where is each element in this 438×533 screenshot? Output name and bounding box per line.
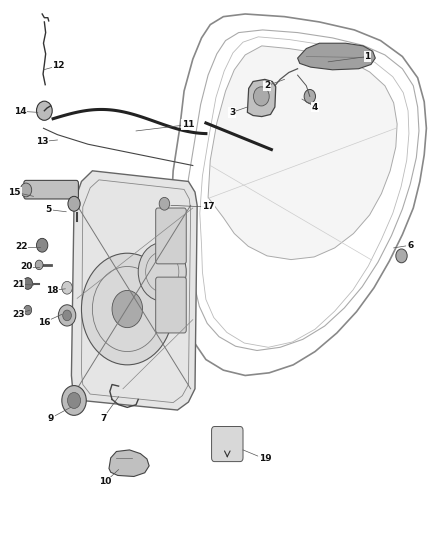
Text: 1: 1 (364, 52, 371, 61)
Text: 7: 7 (100, 414, 106, 423)
Text: 2: 2 (264, 81, 270, 90)
FancyBboxPatch shape (24, 180, 78, 199)
Circle shape (81, 253, 173, 365)
Circle shape (20, 183, 32, 197)
Circle shape (58, 305, 76, 326)
Circle shape (68, 196, 80, 211)
Circle shape (62, 385, 86, 415)
FancyBboxPatch shape (155, 277, 186, 333)
Circle shape (62, 281, 72, 294)
Text: 15: 15 (8, 188, 21, 197)
Text: 17: 17 (202, 203, 214, 212)
FancyBboxPatch shape (212, 426, 243, 462)
Circle shape (24, 305, 32, 315)
Text: 4: 4 (312, 102, 318, 111)
Circle shape (35, 260, 43, 270)
Circle shape (36, 238, 48, 252)
Circle shape (159, 197, 170, 210)
Circle shape (23, 278, 32, 289)
Text: 14: 14 (14, 107, 27, 116)
Circle shape (138, 243, 186, 301)
Circle shape (396, 249, 407, 263)
Circle shape (304, 90, 315, 103)
Text: 9: 9 (48, 414, 54, 423)
Text: 23: 23 (12, 310, 25, 319)
Text: 18: 18 (46, 286, 58, 295)
Text: 13: 13 (36, 137, 49, 146)
Circle shape (67, 392, 81, 408)
Polygon shape (297, 43, 375, 70)
Polygon shape (247, 79, 276, 117)
Text: 22: 22 (15, 243, 28, 252)
Text: 19: 19 (258, 455, 271, 463)
FancyBboxPatch shape (155, 208, 186, 264)
Text: 3: 3 (229, 108, 235, 117)
Text: 5: 5 (46, 205, 52, 214)
Text: 6: 6 (407, 241, 413, 250)
Text: 21: 21 (12, 279, 25, 288)
Circle shape (254, 87, 269, 106)
Circle shape (36, 101, 52, 120)
Text: 11: 11 (182, 120, 194, 129)
Polygon shape (109, 450, 149, 477)
Circle shape (63, 310, 71, 321)
Text: 10: 10 (99, 478, 112, 486)
Circle shape (112, 290, 143, 328)
Text: 12: 12 (53, 61, 65, 70)
Polygon shape (71, 171, 197, 410)
Text: 16: 16 (38, 318, 51, 327)
Text: 20: 20 (20, 262, 32, 271)
Polygon shape (208, 46, 397, 260)
